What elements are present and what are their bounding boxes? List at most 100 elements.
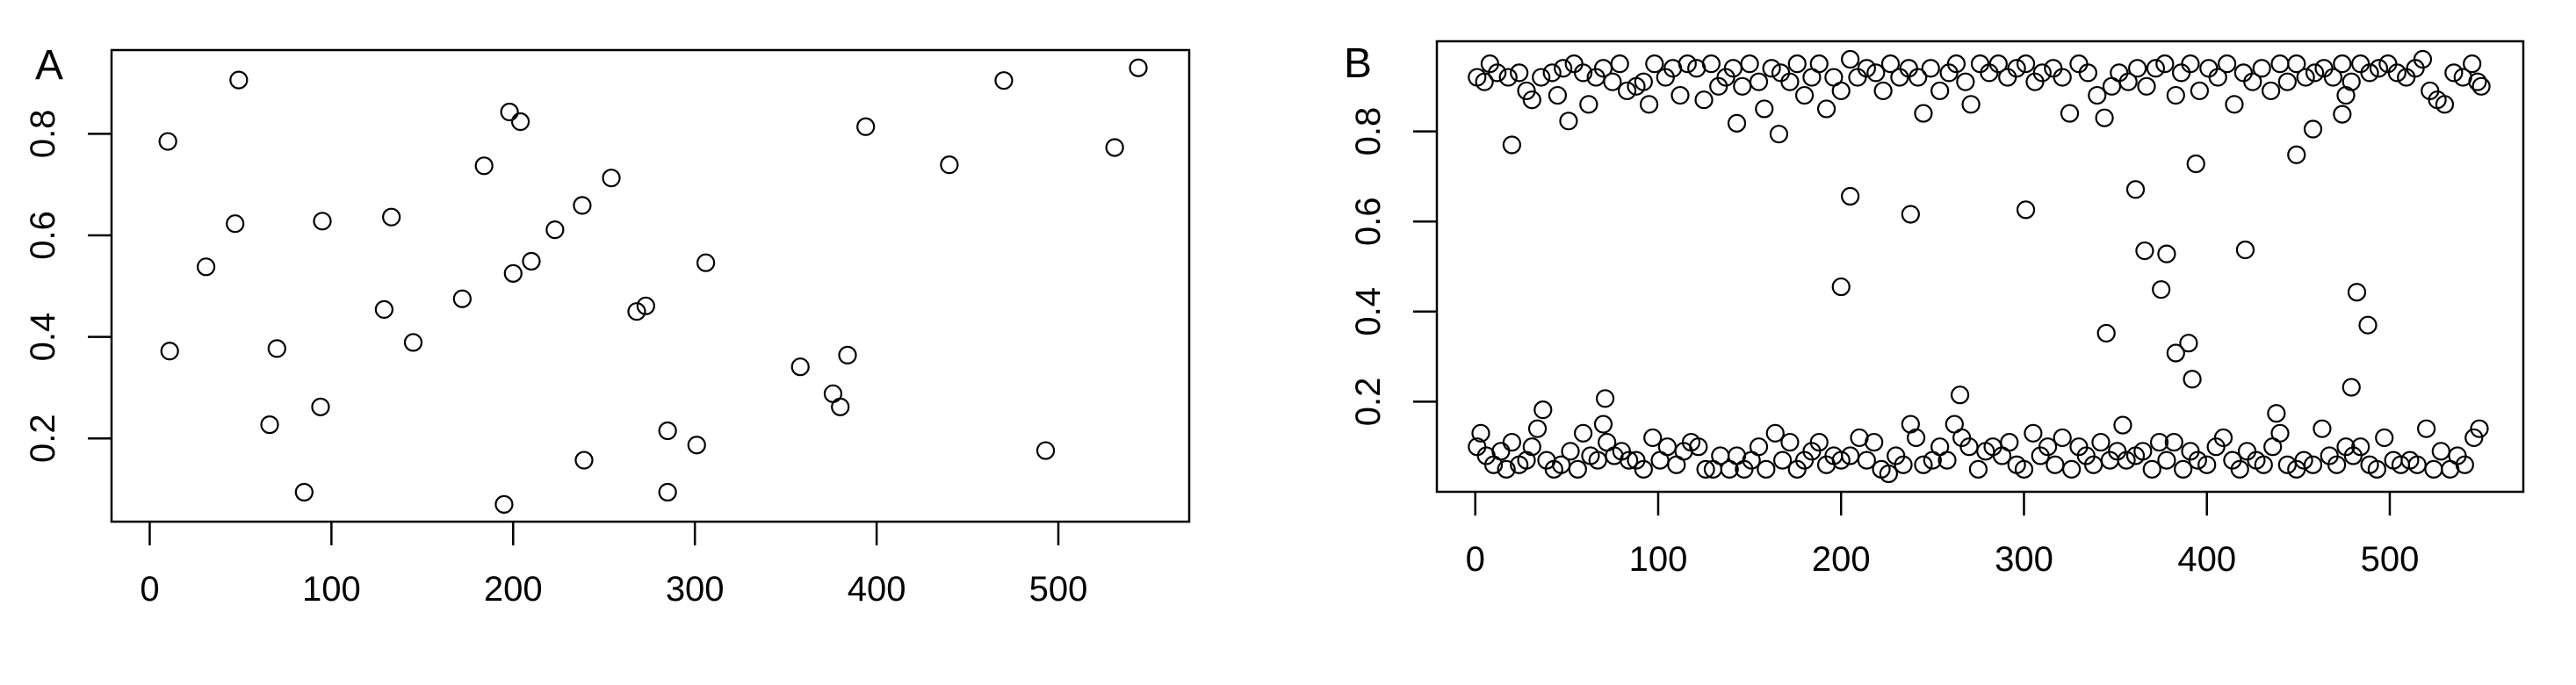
data-point-b (2323, 68, 2343, 87)
data-point-b (2360, 63, 2379, 83)
data-point-a (374, 299, 393, 319)
data-point-b (2032, 63, 2052, 83)
y-tick-label-b: 0.4 (1349, 287, 1388, 336)
data-point-b (2351, 54, 2370, 74)
data-point-b (2179, 334, 2198, 353)
data-point-b (1873, 81, 1893, 101)
y-tick-label-a: 0.8 (24, 110, 62, 159)
data-point-b (2358, 315, 2378, 335)
data-point-b (1643, 428, 1663, 448)
data-point-b (2044, 59, 2063, 78)
data-point-b (2053, 428, 2072, 448)
data-point-b (2347, 283, 2367, 302)
data-point-b (2233, 63, 2253, 83)
data-point-b (1522, 437, 1541, 457)
data-point-b (2062, 459, 2082, 479)
data-point-b (2186, 154, 2205, 174)
data-point-b (2235, 240, 2255, 260)
data-point-a (311, 397, 330, 416)
x-tick-label-b: 500 (2361, 540, 2420, 579)
data-point-a (260, 415, 279, 435)
data-point-b (2468, 72, 2487, 91)
data-point-b (2327, 455, 2347, 474)
data-point-b (1502, 432, 1521, 452)
data-point-b (2444, 63, 2464, 83)
data-point-a (382, 207, 401, 227)
data-point-b (1517, 81, 1536, 101)
data-point-b (1841, 49, 1860, 69)
data-point-a (160, 342, 179, 361)
data-point-b (2133, 442, 2153, 461)
data-point-b (2146, 59, 2166, 78)
data-point-a (1129, 58, 1148, 77)
data-point-b (2296, 68, 2315, 87)
data-point-b (2155, 54, 2175, 74)
data-point-b (2142, 459, 2161, 479)
data-point-b (1603, 72, 1622, 91)
data-point-b (2333, 54, 2352, 74)
data-point-b (1689, 437, 1708, 457)
data-point-b (1657, 437, 1677, 457)
data-point-b (1634, 72, 1653, 91)
data-point-b (2470, 419, 2489, 438)
data-point-b (1573, 63, 1593, 83)
data-point-a (658, 482, 677, 502)
data-point-b (2230, 459, 2249, 479)
data-point-b (1930, 81, 1950, 101)
x-tick-label-a: 100 (302, 570, 361, 609)
data-point-b (2254, 455, 2273, 474)
data-point-a (267, 339, 286, 358)
data-point-b (2149, 432, 2169, 452)
data-point-b (2463, 54, 2482, 74)
data-point-b (1701, 54, 1721, 74)
data-point-b (1950, 386, 1970, 405)
data-point-b (1475, 72, 1494, 91)
data-point-b (1617, 81, 1637, 101)
data-point-a (627, 302, 646, 321)
data-point-b (1831, 81, 1851, 101)
data-point-b (2208, 68, 2227, 87)
data-point-a (313, 212, 332, 231)
data-point-b (2455, 455, 2474, 474)
data-point-b (2117, 451, 2136, 470)
data-point-b (2243, 72, 2262, 91)
data-point-b (2471, 76, 2491, 96)
data-point-b (2190, 81, 2209, 101)
data-point-b (1573, 423, 1593, 443)
data-point-b (1879, 464, 1898, 484)
data-point-b (1998, 68, 2017, 87)
data-point-b (2431, 442, 2450, 461)
data-point-b (2218, 54, 2237, 74)
data-point-b (2096, 323, 2116, 343)
data-point-b (2152, 280, 2171, 299)
panel-a-label: A (35, 42, 63, 89)
data-point-b (1780, 432, 1800, 452)
data-point-a (294, 482, 314, 502)
x-tick-label-a: 400 (848, 570, 906, 609)
data-point-b (1780, 72, 1800, 91)
data-point-b (2127, 59, 2147, 78)
data-point-b (2110, 63, 2129, 83)
plot-frame-a (110, 48, 1191, 523)
data-point-b (2069, 54, 2089, 74)
data-point-a (522, 251, 541, 271)
data-point-a (574, 451, 594, 470)
data-point-b (2313, 419, 2332, 438)
data-point-b (1757, 459, 1776, 479)
data-point-b (2225, 95, 2244, 114)
x-tick-label-b: 0 (1466, 540, 1485, 579)
data-point-b (2294, 451, 2313, 470)
data-point-b (1946, 54, 1966, 74)
data-point-a (1105, 138, 1124, 157)
data-point-b (1841, 186, 1860, 206)
data-point-b (1857, 59, 1876, 78)
x-tick-label-a: 300 (666, 570, 725, 609)
data-point-a (226, 214, 245, 234)
data-point-b (1749, 72, 1769, 91)
data-point-a (494, 494, 514, 514)
data-point-b (1914, 104, 1933, 123)
data-point-a (510, 112, 530, 132)
data-point-a (573, 196, 592, 215)
data-point-b (1865, 432, 1884, 452)
